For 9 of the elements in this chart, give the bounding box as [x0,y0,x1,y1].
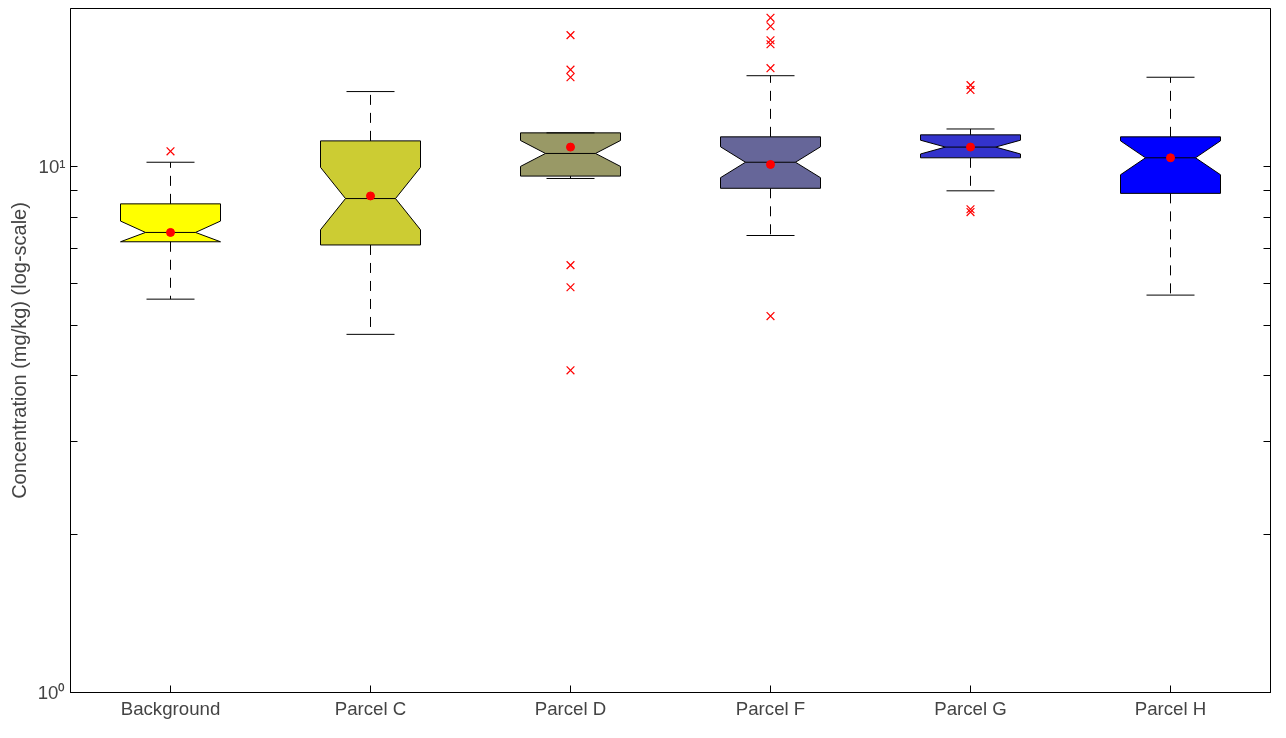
x-tick-label: Parcel C [334,697,407,719]
y-axis-title: Concentration (mg/kg) (log-scale) [7,202,30,499]
y-tick-label: 10⁰ [37,682,66,703]
x-tick-label: Parcel G [934,697,1007,719]
x-tick-label: Parcel D [534,697,607,719]
x-tick-label: Parcel F [735,697,806,719]
x-tick-label: Parcel H [1134,697,1207,719]
x-tick-label: Background [120,697,221,719]
y-tick-label: 10¹ [38,156,66,178]
